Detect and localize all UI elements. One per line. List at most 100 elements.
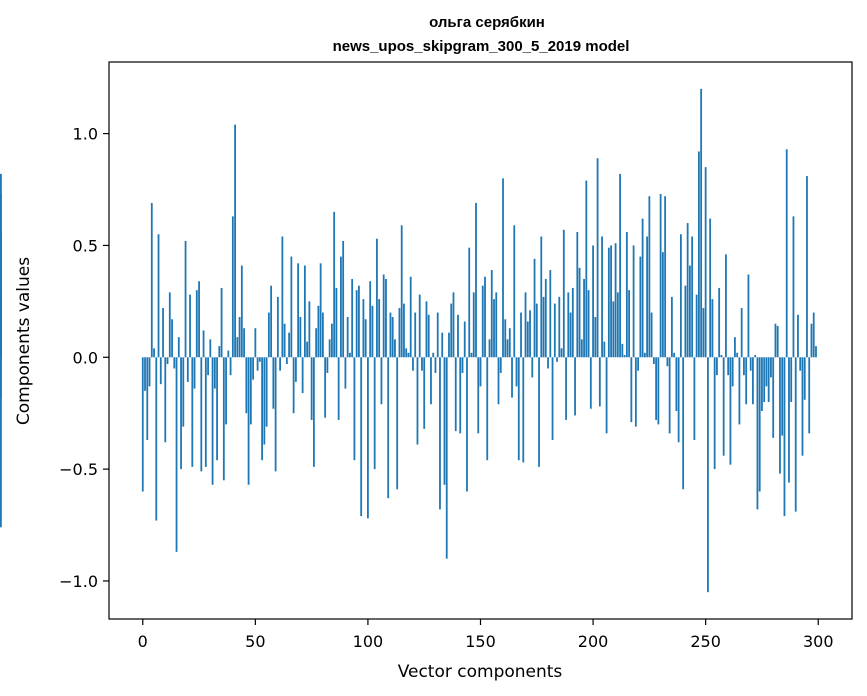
bar-276 [763, 357, 766, 403]
x-tick-label: 50 [245, 632, 265, 651]
bar-277 [765, 357, 768, 387]
bar-17 [180, 357, 182, 470]
bar-224 [646, 236, 649, 358]
bar-63 [283, 323, 286, 358]
bar-211 [616, 292, 619, 358]
bar-35 [220, 287, 223, 358]
bars-group [0, 88, 817, 593]
bar-undefined [0, 290, 2, 358]
y-tick-label: −0.5 [59, 460, 98, 479]
bar-106 [380, 357, 383, 405]
bar-15 [175, 357, 178, 552]
bar-133 [441, 332, 444, 358]
bar-221 [639, 256, 642, 358]
bar-135 [445, 357, 448, 559]
bar-99 [364, 319, 367, 358]
bar-62 [281, 236, 284, 358]
bar-249 [702, 308, 705, 358]
bar-239 [679, 234, 682, 358]
bar-44 [240, 265, 243, 358]
bar-193 [576, 232, 579, 358]
bar-226 [650, 312, 653, 358]
x-tick-label: 250 [690, 632, 721, 651]
bar-267 [743, 357, 745, 376]
bar-31 [211, 357, 214, 485]
bar-150 [479, 357, 482, 387]
bar-115 [400, 225, 403, 358]
bar-34 [218, 346, 221, 358]
bar-245 [693, 357, 696, 441]
bar-36 [222, 357, 225, 481]
bar-175 [535, 303, 538, 358]
bar-48 [249, 357, 252, 425]
bar-195 [580, 339, 583, 358]
bar-146 [470, 352, 473, 358]
bar-243 [688, 265, 691, 358]
bar-80 [321, 312, 324, 358]
bar-209 [612, 301, 615, 358]
bar-116 [403, 303, 405, 358]
bar-180 [547, 357, 549, 369]
bar-192 [574, 357, 576, 416]
bar-210 [614, 243, 617, 358]
bar-88 [340, 256, 342, 358]
bar-92 [349, 352, 351, 358]
bar-96 [358, 285, 360, 358]
bar-111 [391, 317, 394, 358]
bar-121 [414, 312, 417, 358]
bar-91 [346, 317, 349, 358]
bar-66 [290, 256, 293, 358]
bar-0 [141, 357, 144, 492]
bar-79 [319, 263, 322, 358]
bar-208 [610, 245, 612, 358]
bar-21 [189, 294, 191, 358]
bar-57 [270, 285, 273, 358]
bar-23 [193, 357, 196, 389]
bar-12 [168, 292, 171, 358]
bar-3 [148, 357, 151, 387]
bar-144 [466, 357, 468, 492]
bar-167 [517, 357, 520, 461]
bar-182 [551, 357, 554, 441]
bar-128 [430, 357, 432, 405]
bar-117 [405, 348, 408, 358]
bar-236 [673, 352, 676, 358]
bar-283 [779, 357, 781, 474]
bar-256 [718, 287, 721, 358]
bar-266 [740, 308, 743, 358]
x-tick-label: 100 [353, 632, 384, 651]
bar-219 [634, 357, 637, 427]
bar-251 [707, 357, 709, 593]
bar-43 [238, 317, 241, 358]
bar-271 [752, 357, 754, 405]
bar-218 [632, 245, 635, 358]
bar-295 [806, 176, 808, 358]
bar-234 [668, 357, 671, 434]
bar-78 [317, 305, 320, 358]
bar-136 [448, 332, 450, 358]
bar-9 [162, 308, 164, 358]
bar-196 [583, 278, 585, 358]
bar-69 [297, 263, 300, 358]
bar-263 [734, 337, 736, 358]
bar-65 [288, 332, 291, 358]
bar-85 [333, 211, 336, 358]
bar-214 [623, 355, 626, 358]
bar-237 [675, 357, 678, 411]
bar-45 [243, 328, 245, 358]
x-axis-label: Vector components [398, 662, 563, 682]
bar-257 [720, 355, 723, 358]
bar-194 [578, 267, 581, 358]
y-axis-label: Components values [14, 257, 34, 425]
bar-37 [225, 357, 227, 425]
bar-244 [691, 236, 694, 358]
bar-148 [475, 202, 477, 358]
bar-105 [378, 299, 381, 358]
bar-287 [788, 357, 790, 483]
bar-235 [670, 296, 673, 358]
bar-95 [355, 290, 358, 358]
bar-215 [625, 232, 628, 358]
bar-16 [177, 337, 180, 358]
